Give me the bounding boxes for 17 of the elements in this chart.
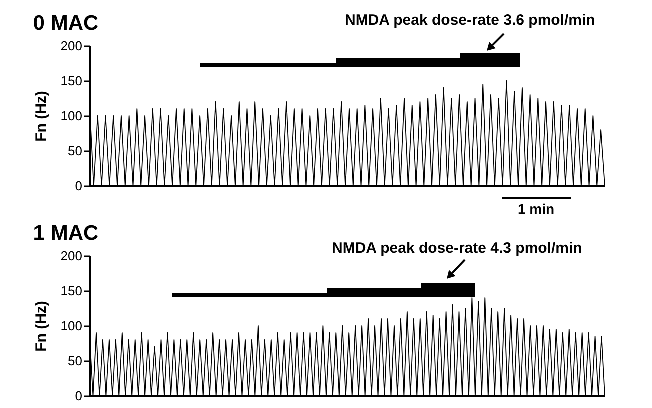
text: NMDA peak dose-rate 3.6 pmol/min (345, 12, 596, 29)
chart-title: 0 MAC (33, 12, 99, 35)
chart-title: 1 MAC (33, 222, 99, 245)
y-tick-label: 150 (60, 74, 82, 88)
y-tick-label: 150 (60, 284, 82, 298)
annotation: NMDA peak dose-rate 4.3 pmol/min (332, 240, 582, 257)
y-axis-title: Fn (Hz) (32, 301, 50, 352)
y-tick-label: 100 (60, 318, 82, 334)
y-tick-label: 200 (60, 38, 82, 54)
y-tick-label: 0 (75, 388, 82, 404)
y-tick-label: 0 (75, 178, 82, 194)
y-tick-label: 50 (68, 354, 82, 368)
y-tick-label: 100 (60, 108, 82, 124)
y-axis-title: Fn (Hz) (32, 91, 50, 142)
y-tick-label: 200 (60, 248, 82, 264)
text: 1 min (518, 201, 555, 217)
y-tick-label: 50 (68, 144, 82, 158)
